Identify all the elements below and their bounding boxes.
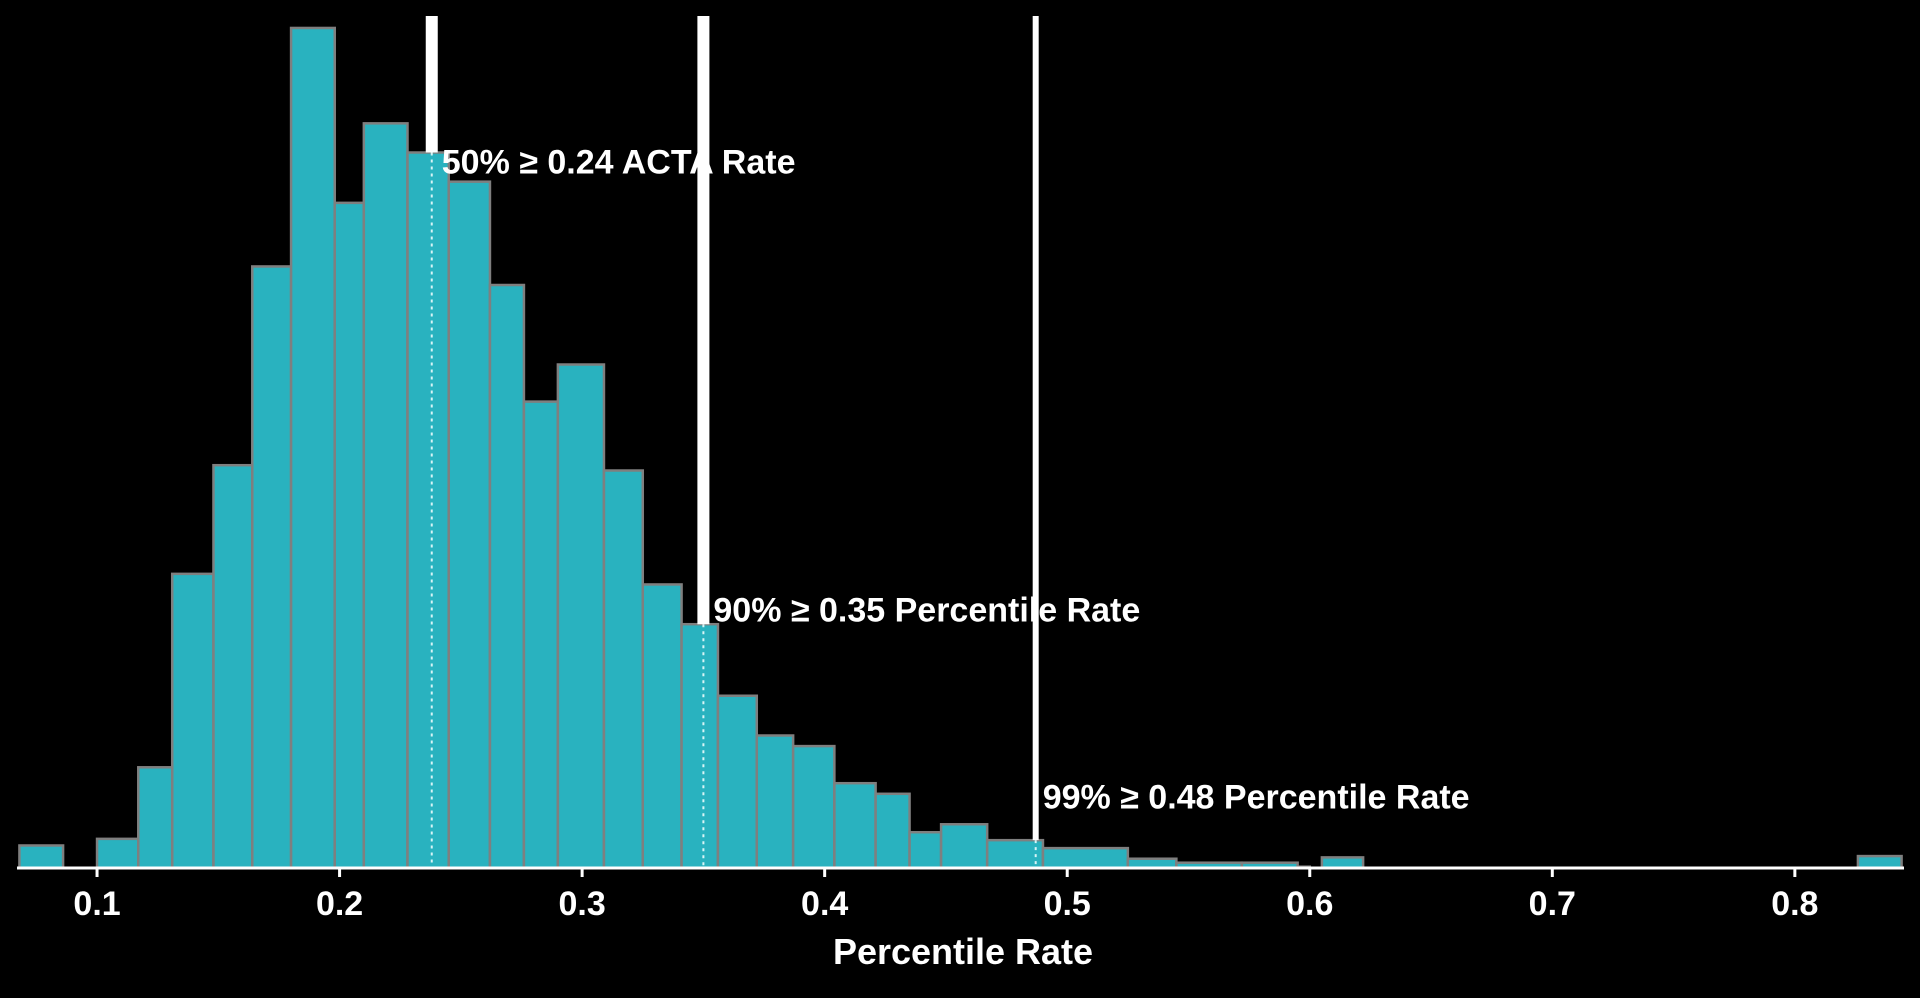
histogram-bar [1041,846,1130,870]
x-tick-label: 0.7 [1529,885,1576,923]
histogram-bar [137,766,174,870]
x-tick-label: 0.4 [801,885,848,923]
histogram-bar [1856,854,1903,870]
x-tick-label: 0.5 [1044,885,1091,923]
histogram-bar [333,201,366,870]
histogram-bar [833,781,877,870]
reference-line-label: 99% ≥ 0.48 Percentile Rate [1043,778,1470,816]
annotations-layer: 50% ≥ 0.24 ACTA Rate 90% ≥ 0.35 Percentil… [442,144,1470,817]
histogram-bar [362,122,409,870]
histogram-bar [908,830,943,870]
histogram-bar [522,400,560,870]
x-tick-label: 0.1 [73,885,120,923]
histogram-bar [641,583,683,870]
x-tick-label: 0.6 [1286,885,1333,923]
reference-line-label: 90% ≥ 0.35 Percentile Rate [713,592,1140,630]
histogram-bar [680,622,720,870]
reference-line-label: 50% ≥ 0.24 ACTA Rate [442,144,796,182]
histogram-bar [447,180,492,870]
histogram-bar [170,572,215,870]
histogram-bar [406,151,450,870]
histogram-bar [1320,856,1365,870]
x-tick-label: 0.3 [558,885,605,923]
histogram-bar [939,823,989,870]
histogram-bar [18,844,65,870]
x-tick-label: 0.2 [316,885,363,923]
histogram-bar [212,463,254,870]
histogram-bar [95,837,140,870]
histogram-bar [602,469,645,870]
reference-lines-layer [425,16,1039,868]
x-axis-title: Percentile Rate [833,931,1093,972]
histogram-bar [755,734,795,870]
histogram-bar [985,838,1045,870]
histogram-bar [874,792,911,870]
histogram-bar [716,694,759,870]
histogram-bar [251,265,293,870]
bars-layer [18,26,1903,870]
histogram-bar [791,744,836,870]
x-axis: 0.1 0.2 0.3 0.4 0.5 0.6 0.7 0.8 [17,866,1904,923]
histogram-bar [488,283,526,870]
x-tick-label: 0.8 [1771,885,1818,923]
histogram-bar [556,363,606,870]
histogram-bar [289,26,336,870]
